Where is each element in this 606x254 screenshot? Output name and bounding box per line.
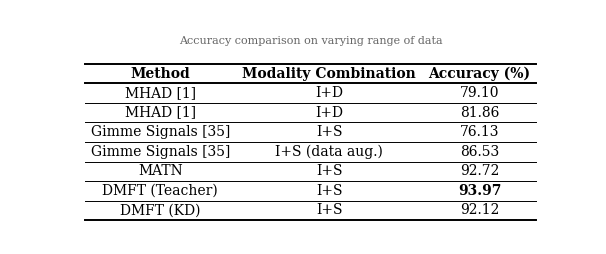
Text: I+S: I+S xyxy=(316,125,342,139)
Text: Accuracy (%): Accuracy (%) xyxy=(428,66,531,81)
Text: Accuracy comparison on varying range of data: Accuracy comparison on varying range of … xyxy=(179,36,442,46)
Text: MATN: MATN xyxy=(138,164,182,178)
Text: MHAD [1]: MHAD [1] xyxy=(125,86,196,100)
Text: I+D: I+D xyxy=(315,106,344,120)
Text: I+S: I+S xyxy=(316,184,342,198)
Text: DMFT (Teacher): DMFT (Teacher) xyxy=(102,184,218,198)
Text: 92.12: 92.12 xyxy=(460,203,499,217)
Text: I+S: I+S xyxy=(316,203,342,217)
Text: Gimme Signals [35]: Gimme Signals [35] xyxy=(91,145,230,159)
Text: MHAD [1]: MHAD [1] xyxy=(125,106,196,120)
Text: I+D: I+D xyxy=(315,86,344,100)
Text: 76.13: 76.13 xyxy=(460,125,499,139)
Text: 79.10: 79.10 xyxy=(460,86,499,100)
Text: 86.53: 86.53 xyxy=(460,145,499,159)
Text: 81.86: 81.86 xyxy=(460,106,499,120)
Text: Modality Combination: Modality Combination xyxy=(242,67,416,81)
Text: I+S (data aug.): I+S (data aug.) xyxy=(275,145,384,159)
Text: DMFT (KD): DMFT (KD) xyxy=(120,203,201,217)
Text: 92.72: 92.72 xyxy=(460,164,499,178)
Text: 93.97: 93.97 xyxy=(458,184,501,198)
Text: I+S: I+S xyxy=(316,164,342,178)
Text: Gimme Signals [35]: Gimme Signals [35] xyxy=(91,125,230,139)
Text: Method: Method xyxy=(130,67,190,81)
